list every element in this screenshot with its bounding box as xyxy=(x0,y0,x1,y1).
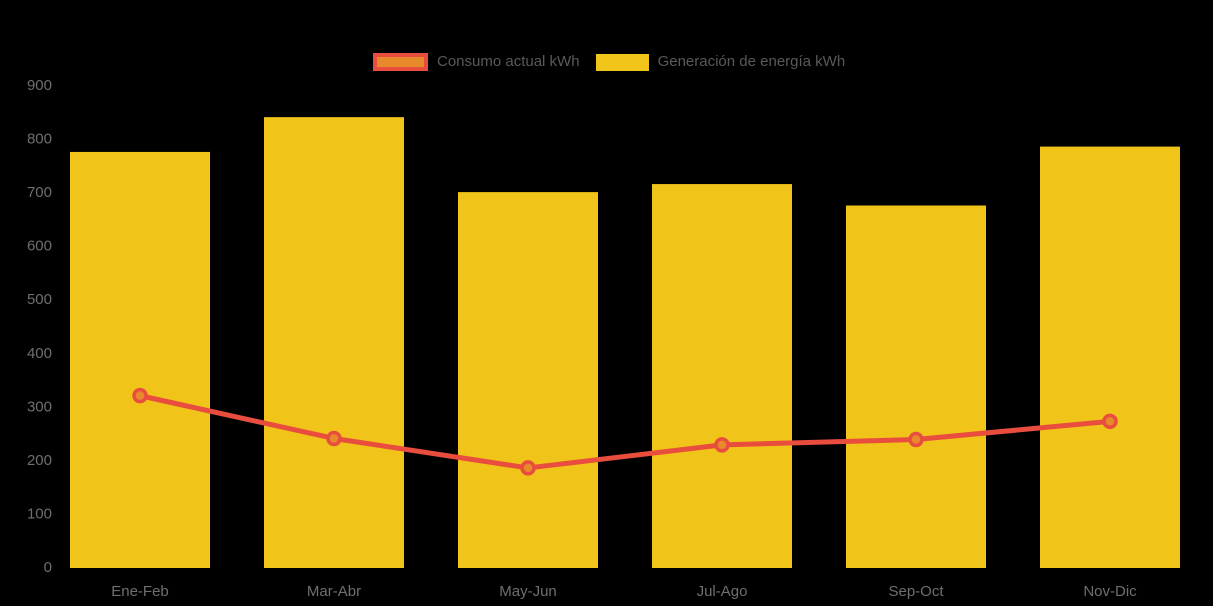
line-point-may-jun[interactable] xyxy=(520,460,536,476)
consumo-line xyxy=(139,393,1111,471)
bar-may-jun[interactable] xyxy=(458,192,598,568)
y-axis-label-100: 100 xyxy=(27,505,52,522)
line-point-jul-ago[interactable] xyxy=(714,437,730,453)
legend-label-consumo: Consumo actual kWh xyxy=(437,53,580,70)
chart-legend: Consumo actual kWh Generación de energía… xyxy=(373,53,845,71)
y-axis-label-400: 400 xyxy=(27,345,52,362)
x-axis-label-jul-ago: Jul-Ago xyxy=(697,583,748,600)
line-point-mar-abr[interactable] xyxy=(326,430,342,447)
bar-ene-feb[interactable] xyxy=(70,151,210,568)
consumo-line-swatch-icon xyxy=(373,53,428,71)
y-axis-label-0: 0 xyxy=(44,559,52,576)
x-axis-label-mar-abr: Mar-Abr xyxy=(307,583,361,600)
y-axis-label-200: 200 xyxy=(27,452,52,469)
legend-label-generacion: Generación de energía kWh xyxy=(657,53,846,70)
y-axis-label-700: 700 xyxy=(27,184,52,201)
x-axis-label-nov-dic: Nov-Dic xyxy=(1083,583,1137,600)
legend-item-consumo[interactable]: Consumo actual kWh xyxy=(373,53,580,71)
bar-nov-dic[interactable] xyxy=(1040,146,1180,569)
bar-sep-oct[interactable] xyxy=(846,205,986,569)
y-axis-label-500: 500 xyxy=(27,291,52,308)
legend-item-generacion[interactable]: Generación de energía kWh xyxy=(595,53,846,71)
y-axis-label-800: 800 xyxy=(27,131,52,148)
line-point-ene-feb[interactable] xyxy=(132,387,148,404)
generacion-bar-swatch-icon xyxy=(595,53,649,71)
x-axis-label-ene-feb: Ene-Feb xyxy=(111,583,169,600)
x-axis-label-may-jun: May-Jun xyxy=(499,583,557,600)
bar-mar-abr[interactable] xyxy=(264,117,404,568)
y-axis-label-900: 900 xyxy=(27,77,52,94)
x-axis-label-sep-oct: Sep-Oct xyxy=(888,583,944,600)
line-point-nov-dic[interactable] xyxy=(1102,413,1118,430)
y-axis-label-300: 300 xyxy=(27,398,52,415)
y-axis-label-600: 600 xyxy=(27,238,52,255)
bar-jul-ago[interactable] xyxy=(652,184,792,569)
line-point-sep-oct[interactable] xyxy=(908,431,924,448)
